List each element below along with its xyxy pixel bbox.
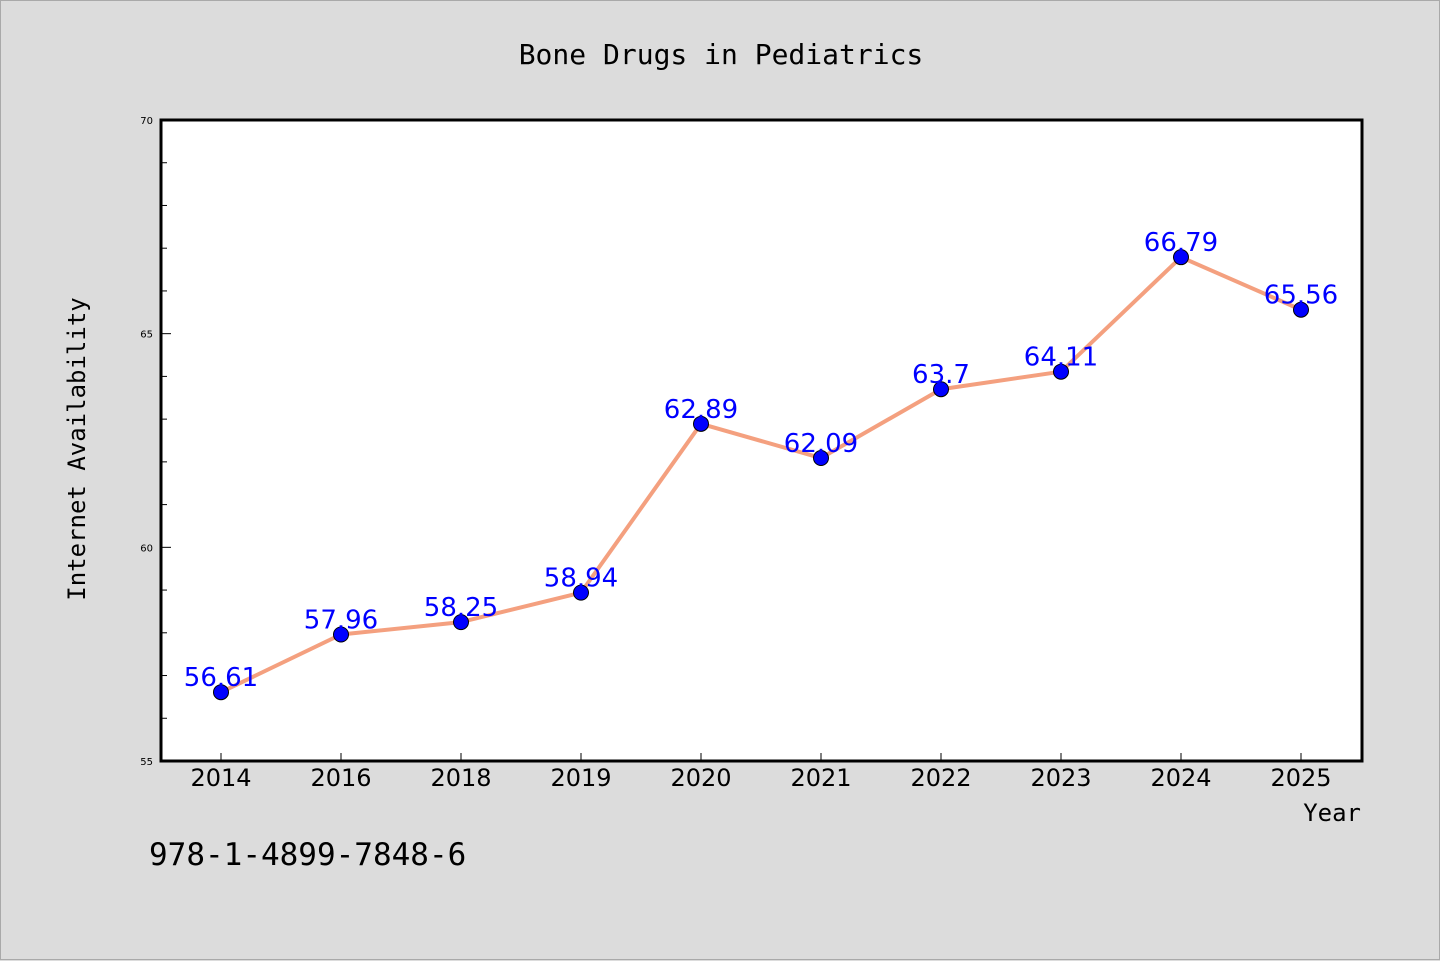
data-label: 64.11 [1024, 343, 1098, 373]
data-label: 56.61 [184, 663, 258, 693]
x-tick-label: 2025 [1270, 764, 1331, 792]
data-point [1053, 363, 1069, 380]
data-label: 65.56 [1264, 281, 1338, 311]
data-label: 63.7 [912, 360, 970, 390]
data-point [333, 626, 349, 643]
x-tick-label: 2020 [670, 764, 731, 792]
y-tick-label: 55 [140, 757, 153, 768]
isbn-text: 978-1-4899-7848-6 [149, 837, 466, 873]
y-tick-label: 70 [140, 116, 153, 127]
data-point [1293, 301, 1309, 318]
y-axis-label: Internet Availability [63, 297, 91, 600]
x-tick-label: 2021 [790, 764, 851, 792]
x-tick-label: 2024 [1150, 764, 1211, 792]
data-label: 58.25 [424, 593, 498, 623]
x-tick-label: 2022 [910, 764, 971, 792]
data-point [693, 415, 709, 432]
chart-title: Bone Drugs in Pediatrics [519, 38, 924, 71]
x-tick-label: 2023 [1030, 764, 1091, 792]
data-point [933, 381, 949, 398]
data-label: 62.89 [664, 395, 738, 425]
x-tick-label: 2018 [430, 764, 491, 792]
data-point [1173, 249, 1189, 266]
x-tick-label: 2014 [190, 764, 251, 792]
x-tick-label: 2019 [550, 764, 611, 792]
data-point [573, 584, 589, 601]
series-line [219, 255, 1303, 695]
data-point [213, 684, 229, 701]
data-point [453, 614, 469, 631]
data-label: 62.09 [784, 429, 858, 459]
y-tick-label: 60 [140, 543, 153, 554]
y-tick-label: 65 [140, 330, 153, 341]
x-axis: 2014 2016 2018 2019 2020 2021 2022 2023 2024 2025 [190, 753, 1332, 792]
series-layer: 56.61 57.96 58.25 58.94 62.89 62.09 63.7 64.11 6… [184, 228, 1338, 701]
data-label: 57.96 [304, 606, 378, 636]
y-axis: 55 60 65 70 [140, 116, 171, 768]
x-tick-label: 2016 [310, 764, 371, 792]
data-label: 58.94 [544, 564, 618, 594]
data-point [813, 450, 829, 467]
x-axis-label: Year [1303, 799, 1361, 827]
data-label: 66.79 [1144, 228, 1218, 258]
